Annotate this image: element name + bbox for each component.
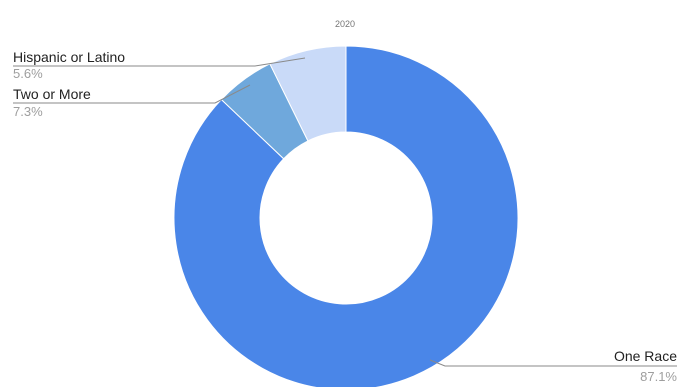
slice-one-race: [173, 45, 519, 387]
slice-label-hispanic-or-latino: Hispanic or Latino: [13, 49, 125, 65]
slice-label-one-race: One Race: [614, 348, 677, 364]
slice-value-one-race: 87.1%: [640, 369, 677, 384]
slice-value-two-or-more: 7.3%: [13, 104, 43, 119]
donut-slices: [173, 45, 519, 387]
leader-line-hispanic-or-latino: [13, 57, 306, 67]
leader-line-one-race: [429, 359, 677, 367]
slice-value-hispanic-or-latino: 5.6%: [13, 66, 43, 81]
chart-subtitle: 2020: [335, 19, 355, 29]
slice-two-or-more: [269, 45, 347, 142]
leader-line-two-or-more: [13, 84, 251, 104]
slice-label-two-or-more: Two or More: [13, 86, 91, 102]
